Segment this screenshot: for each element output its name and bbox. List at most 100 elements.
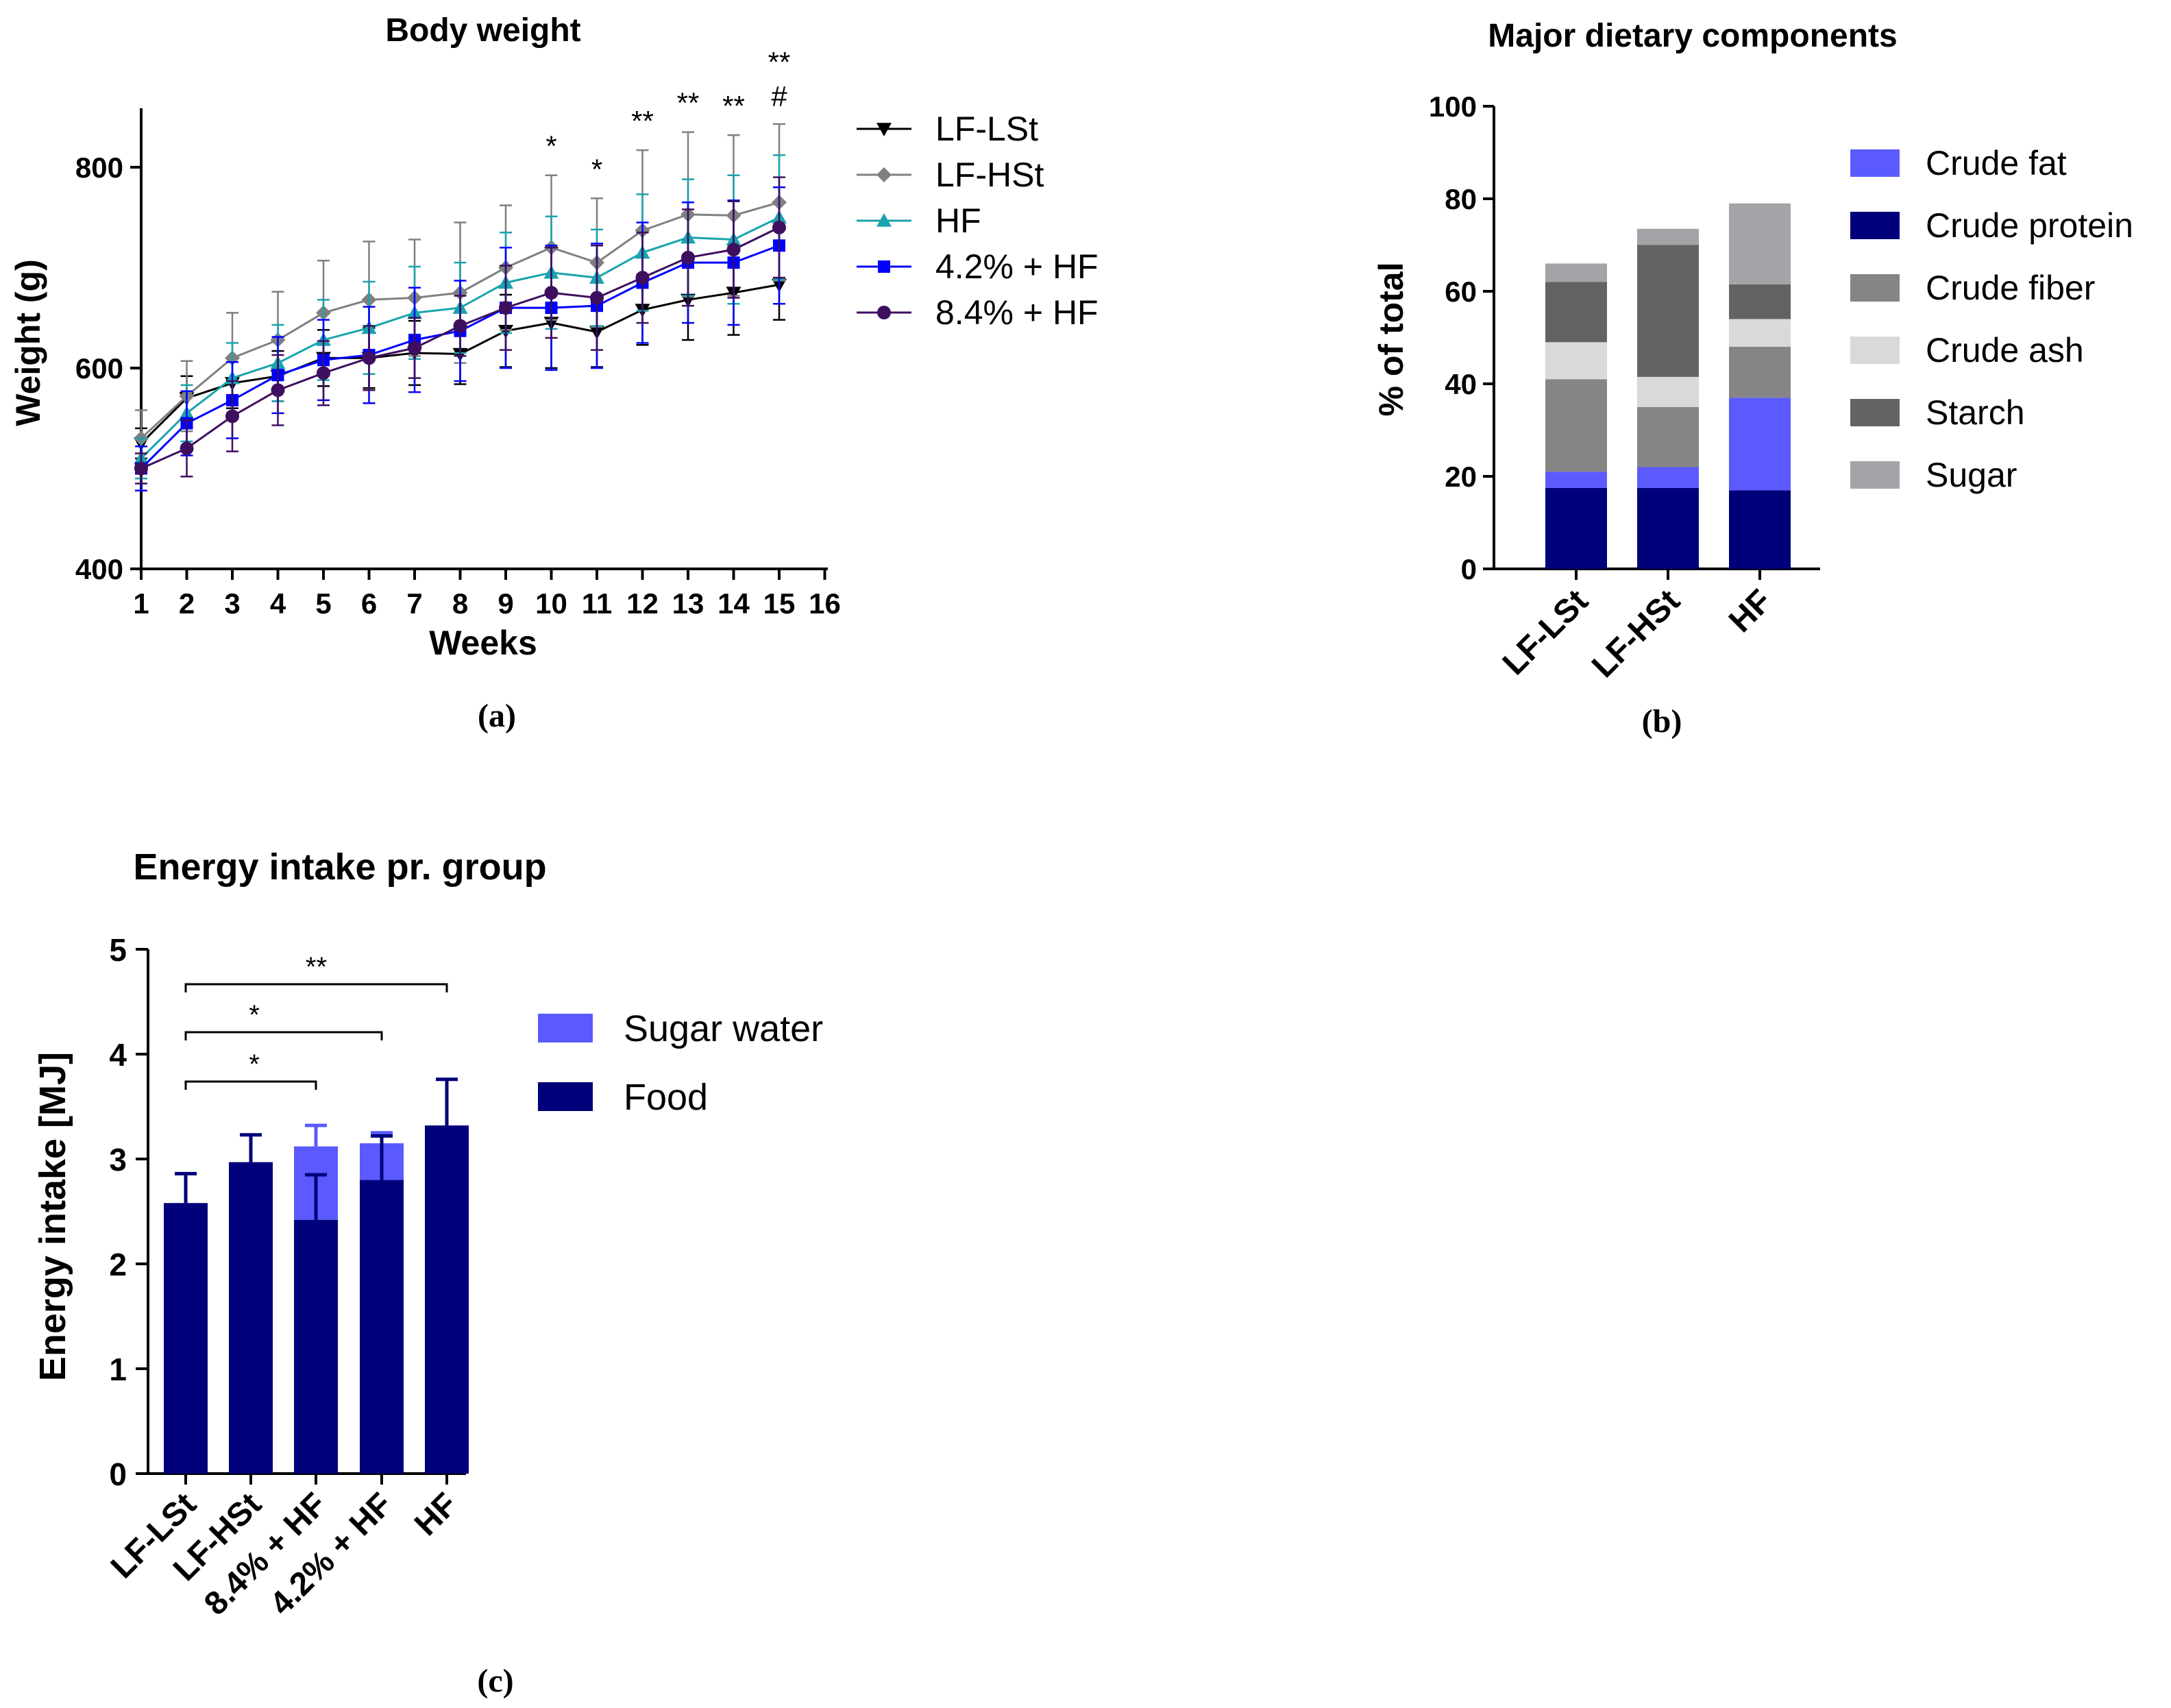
- panel-a-x-tick-label: 3: [224, 587, 240, 620]
- legend-marker: [877, 306, 891, 319]
- panel-a-x-tick-label: 1: [133, 587, 149, 620]
- bar-sugar-lf-hst: [1637, 228, 1699, 245]
- bar-crude-fiber-lf-hst: [1637, 406, 1699, 467]
- significance-bracket: [184, 1080, 317, 1090]
- legend-label: Crude fiber: [1926, 269, 2095, 307]
- bar-food-4-2-hf: [360, 1180, 404, 1474]
- panel-c-y-axis-label: Energy intake [MJ]: [32, 1052, 73, 1381]
- bar-starch-lf-lst: [1545, 282, 1607, 343]
- panel-a-x-axis-label: Weeks: [429, 624, 537, 662]
- data-point: [362, 351, 376, 365]
- panel-c-x-tick-label: HF: [408, 1486, 465, 1543]
- significance-marker: **: [631, 105, 654, 137]
- data-point: [681, 250, 695, 265]
- significance-marker: *: [545, 130, 556, 162]
- legend-label: Sugar: [1926, 456, 2017, 494]
- bar-crude-ash-hf: [1729, 319, 1791, 347]
- panel-b-y-tick-label: 20: [1445, 461, 1477, 493]
- data-point: [772, 220, 786, 234]
- panel-b-legend: Crude fat Crude protein Crude fiber Crude a…: [1850, 144, 2133, 494]
- significance-marker: #: [771, 80, 787, 112]
- series-8-4-hf: [134, 176, 786, 485]
- significance-marker: **: [722, 90, 745, 122]
- bar-crude-protein-lf-hst: [1637, 487, 1699, 569]
- legend-label: 4.2% + HF: [935, 247, 1099, 286]
- data-point: [635, 271, 650, 285]
- panel-c-y-tick-label: 0: [109, 1456, 127, 1492]
- legend-swatch: [1850, 212, 1900, 239]
- data-point: [590, 291, 604, 305]
- legend-swatch: [1850, 337, 1900, 364]
- legend-swatch: [538, 1082, 593, 1111]
- panel-a-x-tick-label: 2: [179, 587, 195, 620]
- legend-label: Sugar water: [624, 1008, 823, 1049]
- panel-a-caption: (a): [478, 698, 516, 734]
- bar-food-8-4-hf: [294, 1219, 338, 1474]
- significance-bracket: [184, 983, 448, 992]
- panel-a-x-tick-label: 9: [498, 587, 513, 620]
- legend-marker: [876, 123, 892, 136]
- legend-swatch: [1850, 461, 1900, 489]
- legend-label: 8.4% + HF: [935, 293, 1099, 332]
- panel-c-y-tick-label: 5: [109, 932, 127, 968]
- panel-a-x-tick-label: 14: [717, 587, 750, 620]
- bar-crude-fiber-lf-lst: [1545, 379, 1607, 472]
- legend-label: Food: [624, 1077, 708, 1118]
- legend-label: LF-HSt: [935, 156, 1044, 194]
- legend-marker: [876, 213, 892, 227]
- panel-a-x-tick-label: 5: [315, 587, 331, 620]
- panel-a-title: Body weight: [385, 12, 580, 49]
- panel-b-x-tick-label: HF: [1722, 583, 1779, 639]
- significance-bracket: [184, 1031, 383, 1040]
- panel-c-y-tick-label: 1: [109, 1352, 127, 1387]
- bar-crude-fat-lf-lst: [1545, 472, 1607, 488]
- panel-c-y-tick-label: 3: [109, 1142, 127, 1178]
- data-point: [225, 409, 239, 424]
- bar-starch-lf-hst: [1637, 245, 1699, 377]
- legend-marker: [876, 167, 892, 182]
- panel-b-y-tick-label: 60: [1445, 276, 1477, 308]
- panel-b-y-tick-label: 80: [1445, 183, 1477, 215]
- panel-a-x-tick-label: 4: [270, 587, 286, 620]
- panel-b-y-tick-label: 40: [1445, 368, 1477, 400]
- bar-crude-fiber-hf: [1729, 347, 1791, 398]
- panel-a-x-tick-label: 8: [452, 587, 468, 620]
- panel-b-y-axis-label: % of total: [1372, 263, 1410, 417]
- panel-a-legend: LF-LSt LF-HSt HF 4.2% + HF 8.4% + HF: [857, 110, 1099, 332]
- panel-b-dietary-components: Major dietary components % of total (b) …: [1372, 18, 2133, 740]
- panel-a-x-tick-label: 16: [809, 587, 841, 620]
- panel-a-x-tick-label: 12: [626, 587, 659, 620]
- bar-sugar-hf: [1729, 203, 1791, 284]
- panel-a-x-tick-label: 13: [672, 587, 704, 620]
- legend-label: HF: [935, 202, 981, 240]
- data-point: [271, 383, 285, 398]
- panel-c-caption: (c): [477, 1663, 513, 1699]
- panel-b-x-tick-label: LF-HSt: [1585, 583, 1687, 685]
- significance-marker: *: [591, 153, 602, 185]
- panel-a-x-tick-label: 15: [763, 587, 796, 620]
- bar-crude-fat-lf-hst: [1637, 467, 1699, 488]
- bar-food-lf-hst: [229, 1162, 273, 1474]
- panel-c-energy-intake: Energy intake pr. group Energy intake [M…: [32, 846, 823, 1699]
- panel-a-y-tick-label: 800: [75, 151, 123, 184]
- legend-swatch: [538, 1014, 593, 1042]
- legend-swatch: [1850, 149, 1900, 177]
- bar-food-lf-lst: [164, 1203, 208, 1474]
- legend-label: Crude fat: [1926, 144, 2067, 182]
- panel-c-y-tick-label: 2: [109, 1247, 127, 1282]
- significance-marker: **: [677, 87, 700, 119]
- legend-label: Starch: [1926, 393, 2025, 432]
- bar-crude-ash-lf-hst: [1637, 376, 1699, 407]
- significance-marker: *: [249, 1000, 260, 1030]
- panel-b-y-tick-label: 100: [1429, 90, 1477, 123]
- data-point: [317, 366, 330, 380]
- panel-c-y-tick-label: 4: [109, 1037, 127, 1073]
- significance-marker: *: [249, 1049, 260, 1079]
- bar-food-hf: [425, 1125, 469, 1474]
- panel-c-title: Energy intake pr. group: [133, 846, 546, 888]
- bar-sugar-lf-lst: [1545, 263, 1607, 282]
- panel-b-x-tick-label: LF-LSt: [1496, 583, 1595, 682]
- legend-swatch: [1850, 274, 1900, 302]
- legend-label: LF-LSt: [935, 110, 1038, 148]
